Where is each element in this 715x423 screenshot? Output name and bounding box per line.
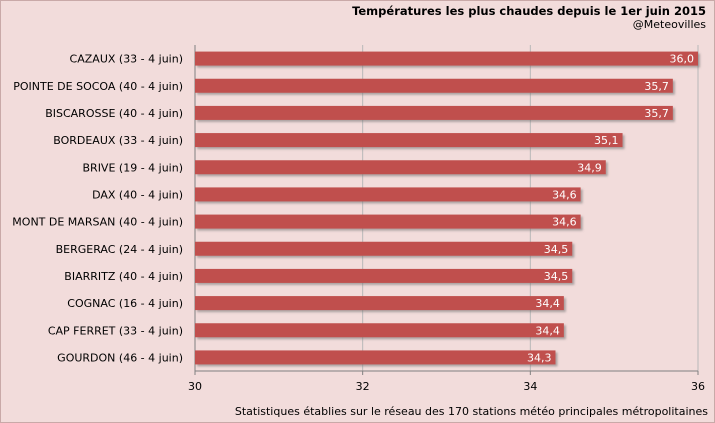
value-labels: 36,0 35,7 35,7 35,1 34,9 34,6 34,6 34,5 34,5 34,4…: [527, 53, 694, 365]
x-tick-label: 36: [691, 380, 705, 393]
category-label: POINTE DE SOCOA (40 - 4 juin): [13, 80, 183, 93]
x-tick-label: 34: [523, 380, 537, 393]
value-label: 34,6: [552, 188, 577, 201]
bar: [195, 105, 673, 120]
value-label: 34,6: [552, 216, 577, 229]
bar: [195, 160, 606, 175]
category-label: BRIVE (19 - 4 juin): [83, 161, 184, 174]
x-axis-ticks: 30 32 34 36: [188, 370, 705, 393]
bar: [195, 187, 581, 202]
value-label: 35,7: [644, 80, 669, 93]
bar: [195, 296, 564, 311]
category-label: CAP FERRET (33 - 4 juin): [48, 324, 183, 337]
bar: [195, 78, 673, 93]
category-labels: CAZAUX (33 - 4 juin) POINTE DE SOCOA (40 …: [12, 53, 183, 365]
value-label: 34,5: [544, 270, 569, 283]
category-label: BORDEAUX (33 - 4 juin): [53, 134, 183, 147]
bar: [195, 133, 623, 148]
category-label: BIARRITZ (40 - 4 juin): [64, 270, 183, 283]
bar: [195, 350, 556, 365]
bars: [195, 51, 698, 365]
value-label: 35,7: [644, 107, 669, 120]
chart-subtitle: @Meteovilles: [632, 18, 706, 31]
category-label: DAX (40 - 4 juin): [92, 188, 183, 201]
category-label: MONT DE MARSAN (40 - 4 juin): [12, 216, 183, 229]
grid-lines: [194, 45, 699, 371]
x-tick-label: 30: [188, 380, 202, 393]
value-label: 34,3: [527, 351, 552, 364]
value-label: 35,1: [594, 134, 619, 147]
value-label: 34,9: [577, 161, 602, 174]
chart-footnote: Statistiques établies sur le réseau des …: [234, 405, 708, 418]
value-label: 34,4: [535, 324, 560, 337]
category-label: GOURDON (46 - 4 juin): [57, 351, 183, 364]
category-label: CAZAUX (33 - 4 juin): [70, 53, 183, 66]
chart-title: Températures les plus chaudes depuis le …: [352, 4, 706, 18]
category-label: COGNAC (16 - 4 juin): [67, 297, 183, 310]
category-label: BISCAROSSE (40 - 4 juin): [45, 107, 183, 120]
value-label: 36,0: [670, 53, 695, 66]
bar: [195, 214, 581, 229]
bar: [195, 323, 564, 338]
bar: [195, 268, 573, 283]
category-label: BERGERAC (24 - 4 juin): [56, 243, 183, 256]
value-label: 34,5: [544, 243, 569, 256]
value-label: 34,4: [535, 297, 560, 310]
bar: [195, 241, 573, 256]
x-tick-label: 32: [356, 380, 370, 393]
bar: [195, 51, 698, 66]
